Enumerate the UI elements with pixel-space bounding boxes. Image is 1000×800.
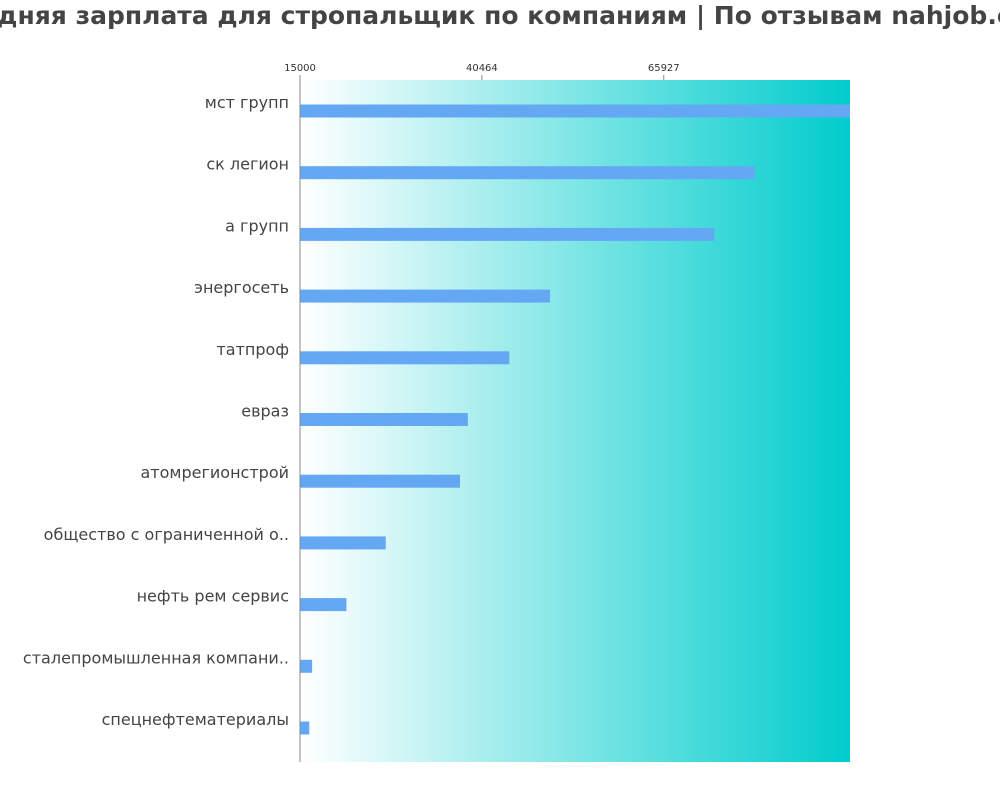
- bar: [300, 413, 468, 426]
- bar: [300, 598, 347, 612]
- category-label: мст групп: [205, 93, 289, 112]
- bar: [300, 351, 510, 365]
- x-tick-label: 15000: [284, 63, 316, 74]
- bar: [300, 721, 310, 735]
- x-tick-label: 65927: [648, 63, 680, 74]
- bar: [300, 474, 460, 488]
- chart-title: Средняя зарплата для стропальщик по комп…: [0, 1, 1000, 30]
- x-tick-label: 40464: [466, 63, 498, 74]
- category-label: общество с ограниченной о..: [44, 525, 289, 544]
- category-label: евраз: [241, 402, 289, 421]
- bar: [300, 536, 386, 550]
- bar: [300, 166, 755, 180]
- category-label: нефть рем сервис: [137, 587, 289, 606]
- category-labels: мст групп ск легион а групп энергосеть татпр…: [23, 93, 289, 729]
- x-axis: 15000 40464 65927: [284, 63, 680, 80]
- category-label: а групп: [225, 216, 289, 235]
- bar: [300, 289, 550, 303]
- bar: [300, 104, 850, 118]
- category-label: татпроф: [216, 340, 289, 359]
- category-label: ск легион: [206, 155, 289, 174]
- bars-group: [300, 104, 850, 735]
- bar: [300, 227, 715, 241]
- category-label: спецнефтематериалы: [102, 710, 289, 729]
- category-label: сталепромышленная компани..: [23, 648, 289, 667]
- category-label: энергосеть: [194, 278, 289, 297]
- bar: [300, 659, 313, 673]
- category-label: атомрегионстрой: [141, 463, 290, 482]
